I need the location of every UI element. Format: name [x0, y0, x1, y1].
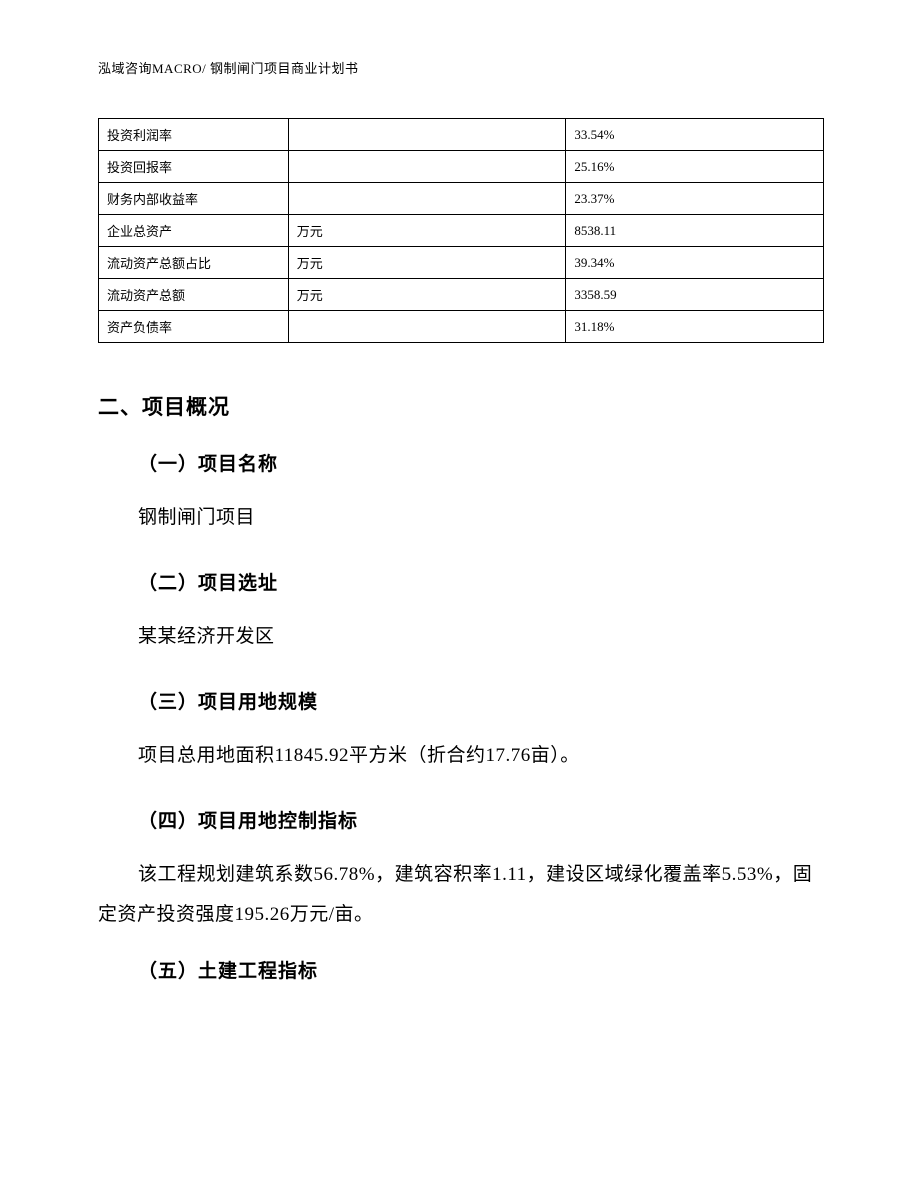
header-text: 泓域咨询MACRO/ 钢制闸门项目商业计划书 — [98, 61, 359, 76]
cell-unit — [288, 183, 566, 215]
cell-label: 流动资产总额占比 — [99, 247, 289, 279]
table-row: 流动资产总额占比 万元 39.34% — [99, 247, 824, 279]
body-text-4: 该工程规划建筑系数56.78%，建筑容积率1.11，建设区域绿化覆盖率5.53%… — [98, 855, 824, 935]
cell-unit: 万元 — [288, 215, 566, 247]
body-text-1: 钢制闸门项目 — [138, 498, 824, 538]
cell-unit: 万元 — [288, 279, 566, 311]
table-row: 投资回报率 25.16% — [99, 151, 824, 183]
table-row: 企业总资产 万元 8538.11 — [99, 215, 824, 247]
cell-value: 3358.59 — [566, 279, 824, 311]
sub-heading-4: （四）项目用地控制指标 — [138, 806, 824, 833]
cell-value: 31.18% — [566, 311, 824, 343]
cell-label: 流动资产总额 — [99, 279, 289, 311]
page-header: 泓域咨询MACRO/ 钢制闸门项目商业计划书 — [98, 58, 359, 77]
cell-value: 33.54% — [566, 119, 824, 151]
cell-value: 23.37% — [566, 183, 824, 215]
financial-table: 投资利润率 33.54% 投资回报率 25.16% 财务内部收益率 23.37%… — [98, 118, 824, 343]
cell-unit — [288, 311, 566, 343]
cell-value: 8538.11 — [566, 215, 824, 247]
sub-heading-1: （一）项目名称 — [138, 449, 824, 476]
cell-unit: 万元 — [288, 247, 566, 279]
cell-label: 资产负债率 — [99, 311, 289, 343]
table-row: 资产负债率 31.18% — [99, 311, 824, 343]
section-heading: 二、项目概况 — [98, 391, 824, 421]
content-area: 投资利润率 33.54% 投资回报率 25.16% 财务内部收益率 23.37%… — [98, 118, 824, 1005]
table-row: 财务内部收益率 23.37% — [99, 183, 824, 215]
cell-value: 25.16% — [566, 151, 824, 183]
body-text-3: 项目总用地面积11845.92平方米（折合约17.76亩）。 — [138, 736, 824, 776]
cell-value: 39.34% — [566, 247, 824, 279]
table-row: 投资利润率 33.54% — [99, 119, 824, 151]
sub-heading-5: （五）土建工程指标 — [138, 956, 824, 983]
cell-label: 投资回报率 — [99, 151, 289, 183]
sub-heading-3: （三）项目用地规模 — [138, 687, 824, 714]
body-text-2: 某某经济开发区 — [138, 617, 824, 657]
cell-label: 财务内部收益率 — [99, 183, 289, 215]
cell-label: 企业总资产 — [99, 215, 289, 247]
cell-unit — [288, 119, 566, 151]
cell-unit — [288, 151, 566, 183]
cell-label: 投资利润率 — [99, 119, 289, 151]
sub-heading-2: （二）项目选址 — [138, 568, 824, 595]
table-row: 流动资产总额 万元 3358.59 — [99, 279, 824, 311]
